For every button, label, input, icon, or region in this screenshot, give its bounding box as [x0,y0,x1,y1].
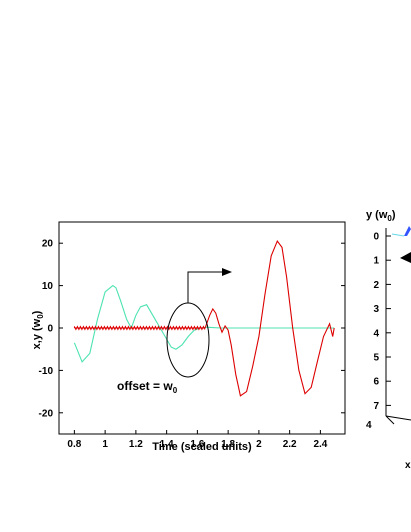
panel2-axis-base-2 [385,415,411,421]
panel2-y-tick-label: 5 [373,353,379,364]
y-tick-label: 10 [42,281,54,292]
x-tick-label: 0.8 [67,439,81,450]
y-axis-label-text: x,y (w [31,318,43,349]
panel2-y-label-sub: 0 [387,214,392,223]
y-axis-ticks: 20 10 0 -10 -20 [39,239,345,419]
panel2-y-tick-label: 6 [373,377,379,388]
series-line-0 [73,284,335,363]
panel2-partial-label: x [405,460,411,471]
panel2-y-tick-label: 1 [373,256,379,267]
x-tick-label: 1 [102,439,108,450]
panel2-y-tick-label: 4 [373,328,379,339]
arrow-head-icon [222,268,232,276]
highlight-ellipse [166,302,210,378]
panel2-y-ticks: 0 1 2 3 4 5 6 7 [373,232,391,412]
annotation-arrow-line [187,271,224,303]
x-axis-ticks: 0.8 1 1.2 1.4 1.6 1.8 2 2.2 2.4 [67,430,328,450]
panel2-y-label-close: ) [392,209,396,221]
y-axis-label: x,y (w0) [31,310,45,349]
x-tick-label: 2.4 [313,439,327,450]
series-line-1 [74,239,335,397]
x-tick-label: 1.8 [221,439,235,450]
panel2-y-tick-label: 3 [373,304,379,315]
panel2-y-tick-label: 0 [373,232,379,243]
panel2-y-label-text: y (w [366,209,388,221]
y-axis-label-close: ) [31,310,43,314]
panel2-y-tick-label: 7 [373,401,379,412]
y-axis-label-sub: 0 [36,314,45,319]
x-tick-label: 1.4 [160,439,174,450]
x-axis-label: Time (scaled units) [152,441,252,453]
series-group [73,239,335,397]
panel2-y-label: y (w0) [366,209,396,223]
panel2-marker-icon [400,252,411,263]
x-tick-label: 2 [256,439,262,450]
y-tick-label: 20 [42,239,54,250]
offset-annotation-text: offset = w [117,379,173,393]
offset-annotation-sub: 0 [173,386,178,395]
y-tick-label: -10 [39,366,54,377]
offset-annotation: offset = w0 [117,379,178,395]
panel2-y-tick-label: 2 [373,280,379,291]
panel2-corner-label: 4 [366,420,372,431]
y-tick-label: -20 [39,408,54,419]
x-tick-label: 1.6 [190,439,204,450]
y-tick-label: 0 [47,324,53,335]
x-tick-label: 1.2 [129,439,143,450]
panel2-axis-base [385,415,395,425]
panel2-cyan-trace [391,233,405,237]
x-tick-label: 2.2 [283,439,297,450]
panel2-blue-trace [404,226,411,236]
series-carrier-band [73,325,206,331]
